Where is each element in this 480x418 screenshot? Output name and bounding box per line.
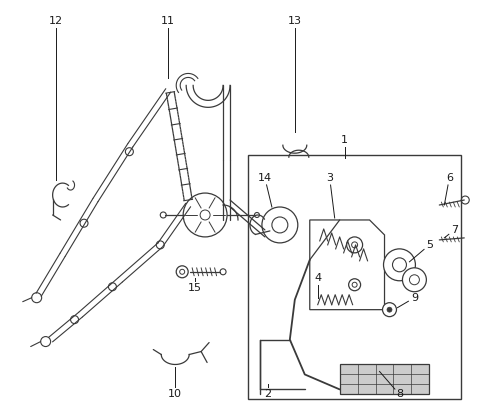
- Text: 7: 7: [451, 225, 458, 235]
- Bar: [248, 155, 461, 399]
- Text: 15: 15: [188, 283, 202, 293]
- Text: 13: 13: [288, 15, 302, 25]
- Text: 3: 3: [326, 173, 333, 183]
- Circle shape: [125, 148, 133, 155]
- Text: 2: 2: [264, 390, 272, 399]
- Circle shape: [108, 283, 117, 291]
- Text: 11: 11: [161, 15, 175, 25]
- Circle shape: [402, 268, 426, 292]
- Circle shape: [71, 316, 79, 324]
- Circle shape: [383, 303, 396, 317]
- Circle shape: [80, 219, 88, 227]
- Text: 5: 5: [426, 240, 433, 250]
- Circle shape: [156, 241, 164, 249]
- Text: 6: 6: [446, 173, 453, 183]
- Text: 12: 12: [48, 15, 63, 25]
- Text: 14: 14: [258, 173, 272, 183]
- Text: 8: 8: [396, 390, 403, 399]
- Circle shape: [183, 193, 227, 237]
- Circle shape: [262, 207, 298, 243]
- Text: 9: 9: [411, 293, 418, 303]
- Text: 4: 4: [314, 273, 321, 283]
- Circle shape: [384, 249, 415, 281]
- Text: 10: 10: [168, 390, 182, 399]
- Text: 1: 1: [341, 135, 348, 145]
- Bar: [340, 364, 430, 394]
- Circle shape: [387, 307, 392, 312]
